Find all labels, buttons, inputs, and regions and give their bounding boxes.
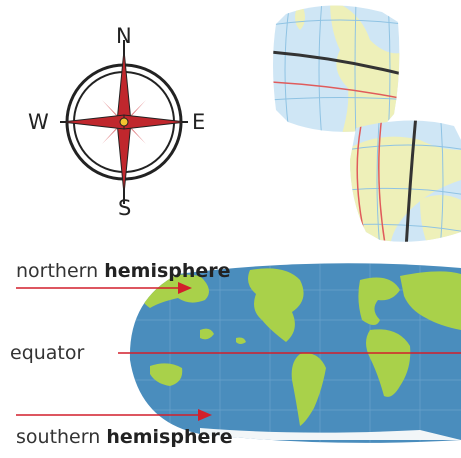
globe-segments-graphic (273, 5, 461, 242)
north-america-landmass (248, 268, 304, 342)
compass-rose: N S E W (20, 22, 230, 222)
northern-hemisphere-label: northern hemisphere (16, 262, 231, 281)
equator-label: equator (10, 342, 85, 364)
southern-arrow-head (198, 409, 212, 421)
north-label: N (116, 24, 132, 48)
southern-hemisphere-label: southern hemisphere (16, 428, 233, 447)
east-label: E (192, 110, 206, 134)
world-map (0, 250, 461, 454)
globe-segments (270, 0, 461, 245)
europe-landmass (358, 277, 400, 325)
south-america-landmass (291, 353, 326, 426)
west-label: W (28, 110, 49, 134)
southern-globe-piece (350, 120, 461, 242)
africa-landmass (366, 329, 411, 397)
compass-graphic (60, 40, 188, 204)
northern-prefix: northern (16, 260, 99, 282)
south-label: S (118, 196, 132, 220)
antarctica-landmass (200, 428, 461, 440)
northern-arrow-head (178, 282, 192, 294)
northern-globe-piece (273, 5, 400, 132)
asia-west-landmass (400, 271, 461, 330)
southern-bold: hemisphere (106, 426, 233, 448)
northern-bold: hemisphere (104, 260, 231, 282)
australia-landmass (150, 363, 183, 386)
world-map-graphic (16, 263, 461, 443)
southern-prefix: southern (16, 426, 101, 448)
